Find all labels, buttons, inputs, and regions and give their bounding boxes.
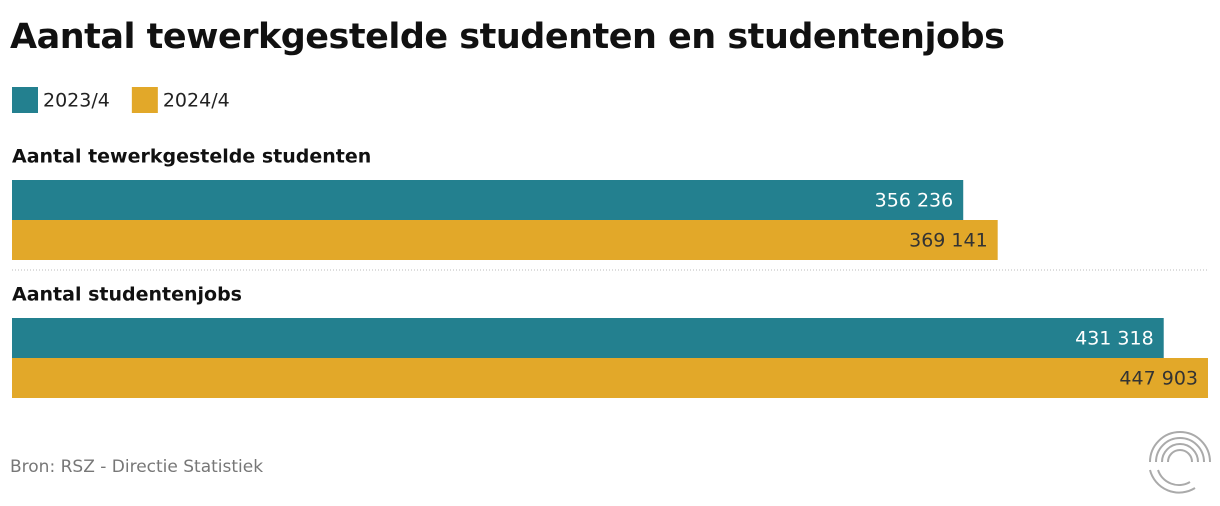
value-label: 356 236 bbox=[875, 190, 954, 212]
chart-title: Aantal tewerkgestelde studenten en stude… bbox=[10, 17, 1004, 57]
category-label: Aantal studentenjobs bbox=[12, 284, 242, 306]
value-label: 369 141 bbox=[909, 230, 988, 252]
legend-label: 2024/4 bbox=[163, 90, 230, 112]
category-label: Aantal tewerkgestelde studenten bbox=[12, 146, 371, 168]
bar bbox=[12, 180, 964, 220]
legend-swatch bbox=[12, 87, 38, 113]
bar bbox=[12, 358, 1208, 398]
legend-swatch bbox=[131, 87, 158, 113]
value-label: 431 318 bbox=[1075, 328, 1154, 350]
source: Bron: RSZ - Directie Statistiek bbox=[10, 457, 263, 477]
bar bbox=[12, 220, 998, 260]
legend-label: 2023/4 bbox=[43, 90, 110, 112]
bar bbox=[12, 318, 1164, 358]
logo bbox=[1149, 431, 1211, 494]
value-label: 447 903 bbox=[1119, 368, 1198, 390]
